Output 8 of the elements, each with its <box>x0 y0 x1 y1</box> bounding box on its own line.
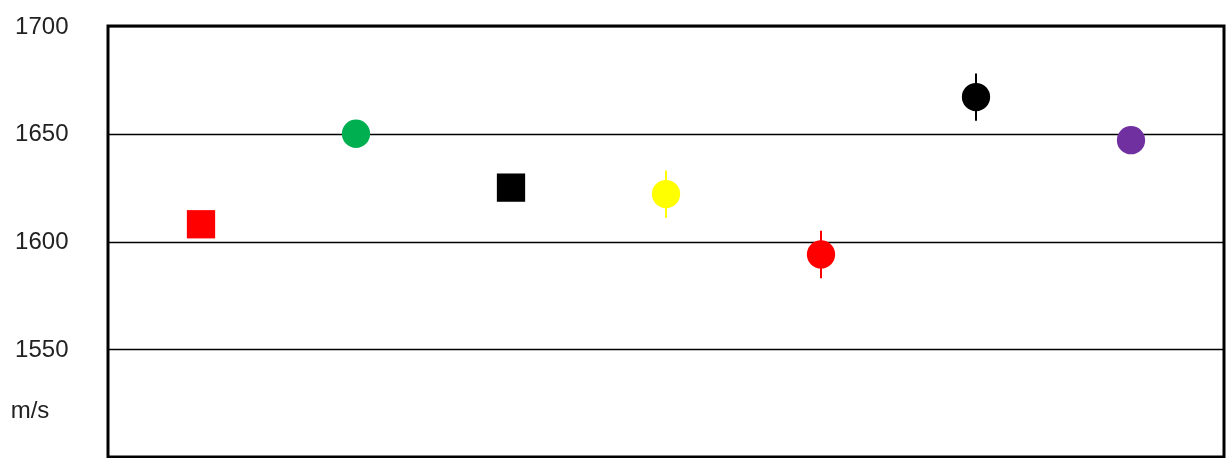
point <box>341 119 371 148</box>
y-tick-label: 1650 <box>15 119 69 147</box>
y-tick-label: 1550 <box>15 334 69 362</box>
point <box>651 179 681 209</box>
y-axis-title: m/s <box>10 396 50 423</box>
y-tick-label: 1600 <box>15 227 69 254</box>
point <box>1116 126 1146 155</box>
y-tick-label: 1700 <box>15 11 69 39</box>
